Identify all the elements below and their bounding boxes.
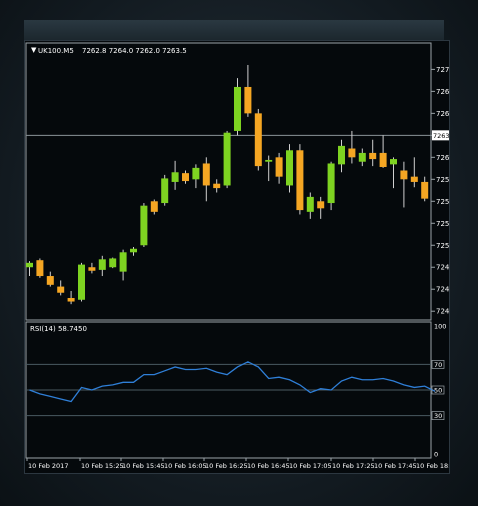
rsi-tick-label: 100 — [434, 323, 446, 331]
rsi-tick-label: 70 — [434, 361, 442, 369]
price-tick-label: 7248.5 — [436, 264, 449, 272]
price-tick-label: 7266.0 — [436, 110, 449, 118]
price-tick-label: 7261.0 — [436, 154, 449, 162]
bullish-candle — [98, 259, 106, 270]
time-tick-label: 10 Feb 17:25 — [332, 462, 375, 470]
time-tick-label: 10 Feb 15:45 — [122, 462, 165, 470]
price-tick-label: 7256.0 — [436, 198, 449, 206]
price-panel-frame — [25, 42, 432, 321]
bearish-candle — [46, 276, 54, 285]
axis-layer: 7271.0 7268.5 7266.0 7261.0 7258.5 7256.0 7253… — [26, 66, 461, 470]
bearish-candle — [296, 150, 304, 211]
bullish-candle — [192, 167, 200, 180]
time-tick-label: 10 Feb 15:25 — [81, 462, 124, 470]
bullish-candle — [234, 86, 241, 131]
bearish-candle — [36, 260, 44, 277]
bearish-candle — [57, 286, 65, 293]
bullish-candle — [26, 262, 33, 268]
time-tick-label: 10 Feb 16:45 — [247, 462, 290, 470]
bearish-candle — [182, 173, 189, 182]
bearish-candle — [379, 152, 387, 167]
current-price-label: 7263.5 — [433, 132, 449, 140]
bearish-candle — [275, 157, 283, 177]
time-tick-label: 10 Feb 16:25 — [205, 462, 248, 470]
bearish-candle — [369, 152, 377, 160]
rsi-level-badge — [431, 411, 445, 420]
bearish-candle — [254, 113, 262, 167]
bearish-candle — [213, 183, 221, 189]
time-tick-label: 10 Feb 17:05 — [289, 462, 332, 470]
rsi-header: RSI(14) 58.7450 — [30, 325, 87, 333]
rsi-tick-label: 50 — [434, 387, 442, 395]
price-layer — [26, 64, 431, 305]
bullish-candle — [358, 152, 366, 162]
bullish-candle — [327, 163, 335, 204]
bearish-candle — [317, 201, 325, 209]
bullish-candle — [223, 132, 231, 186]
bullish-candle — [286, 150, 293, 186]
dropdown-triangle-icon[interactable]: ▼ — [31, 46, 37, 54]
chart-ohlc: 7262.8 7264.0 7262.0 7263.5 — [82, 47, 187, 55]
rsi-line — [29, 361, 436, 403]
bearish-candle — [202, 163, 210, 186]
bullish-candle — [119, 252, 127, 272]
bearish-candle — [150, 201, 158, 212]
price-tick-label: 7258.5 — [436, 176, 449, 184]
bullish-candle — [265, 159, 273, 162]
bearish-candle — [400, 170, 408, 180]
price-tick-label: 7246.0 — [436, 286, 449, 294]
rsi-layer — [26, 361, 436, 417]
bullish-candle — [140, 205, 148, 246]
bearish-candle — [421, 181, 429, 199]
price-tick-label: 7251.0 — [436, 242, 449, 250]
rsi-level-badge — [431, 385, 445, 395]
rsi-tick-label: 0 — [434, 451, 438, 459]
bearish-candle — [88, 267, 96, 271]
price-tick-label: 7243.5 — [436, 308, 449, 316]
current-price-badge — [432, 130, 449, 141]
bearish-candle — [348, 148, 356, 158]
bullish-candle — [171, 172, 179, 182]
price-tick-label: 7271.0 — [436, 66, 449, 74]
bearish-candle — [67, 298, 75, 302]
bullish-candle — [306, 196, 314, 212]
chart-window[interactable]: 7271.0 7268.5 7266.0 7261.0 7258.5 7256.0 7253… — [24, 40, 461, 474]
time-tick-label: 10 Feb 17:45 — [374, 462, 417, 470]
price-tick-label: 7253.5 — [436, 220, 449, 228]
time-tick-label: 10 Feb 2017 — [28, 462, 68, 470]
bullish-candle — [130, 248, 137, 253]
chart-svg[interactable]: 7271.0 7268.5 7266.0 7261.0 7258.5 7256.0 7253… — [25, 41, 461, 473]
time-tick-label: 10 Feb 16:05 — [164, 462, 207, 470]
rsi-tick-label: 30 — [434, 412, 442, 420]
bearish-candle — [244, 86, 252, 114]
bearish-candle — [410, 176, 418, 182]
time-tick-label: 10 Feb 18:05 — [416, 462, 449, 470]
bullish-candle — [338, 145, 345, 165]
bullish-candle — [78, 264, 85, 300]
rsi-level-badge — [431, 360, 445, 369]
bullish-candle — [390, 159, 397, 165]
price-tick-label: 7268.5 — [436, 88, 449, 96]
bullish-candle — [109, 258, 117, 268]
chart-symbol: UK100.M5 — [38, 47, 74, 55]
window-title-bar — [24, 20, 444, 40]
bullish-candle — [161, 178, 169, 204]
